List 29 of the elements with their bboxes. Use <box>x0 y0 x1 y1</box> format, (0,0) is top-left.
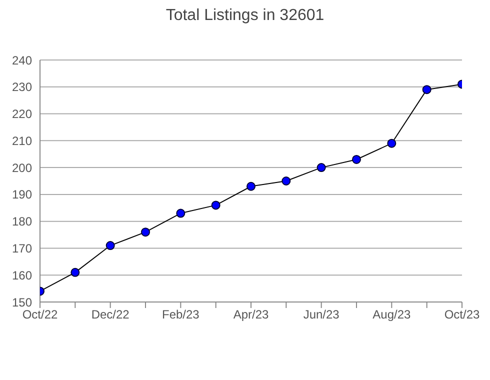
point <box>316 163 326 172</box>
point <box>70 268 80 277</box>
x-tick-label: Aug/23 <box>372 308 412 322</box>
point <box>141 228 150 237</box>
y-tick-label: 180 <box>12 214 32 229</box>
point <box>246 182 256 191</box>
point <box>387 138 396 148</box>
y-tick-label: 210 <box>12 134 32 148</box>
point <box>352 154 361 164</box>
y-tick-label: 160 <box>12 268 32 282</box>
x-tick-label: Dec/22 <box>91 308 130 322</box>
point <box>176 208 186 218</box>
point <box>282 176 291 186</box>
y-tick-label: 230 <box>12 80 32 94</box>
point <box>211 200 220 210</box>
point <box>422 85 432 94</box>
x-tick-label: Oct/23 <box>444 308 480 322</box>
y-tick-label: 220 <box>12 107 32 122</box>
y-tick-label: 190 <box>12 188 32 202</box>
chart-title: Total Listings in 32601 <box>164 7 326 26</box>
x-tick-label: Oct/22 <box>22 308 58 322</box>
x-tick-label: Jun/23 <box>303 308 340 322</box>
y-tick-label: 150 <box>12 295 32 310</box>
y-tick-label: 170 <box>12 241 32 256</box>
y-tick-label: 200 <box>12 160 32 175</box>
point <box>106 241 115 250</box>
x-tick-label: Feb/23 <box>162 308 200 322</box>
x-tick-label: Apr/23 <box>233 308 269 322</box>
y-tick-label: 240 <box>12 53 32 68</box>
